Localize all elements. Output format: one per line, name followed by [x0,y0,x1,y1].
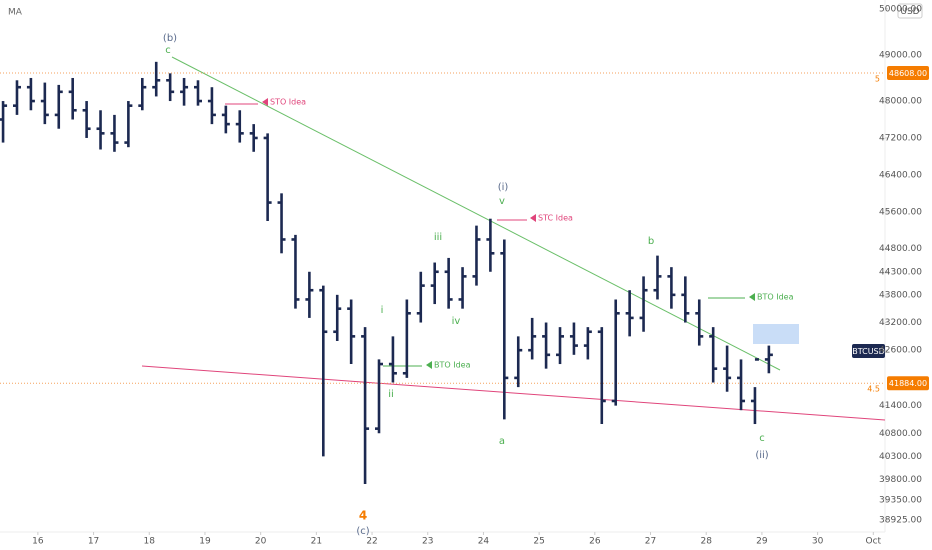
currency-box[interactable] [897,3,923,19]
annotation: a [499,436,505,447]
annotation: c [165,45,171,56]
x-tick-label: 24 [478,537,490,547]
annotation: b [648,236,654,247]
x-tick-label: 25 [533,537,544,547]
y-tick-label: 44300.00 [879,267,922,277]
y-tick-label: 44800.00 [879,244,922,254]
annotation: (c) [356,526,369,537]
x-tick-label: 18 [144,537,156,547]
trendline [141,365,886,421]
annotation: STO Idea [270,98,306,107]
x-tick-label: 22 [366,537,377,547]
annotation: v [499,196,505,207]
arrow [426,361,432,369]
y-tick-label: 50000.00 [879,4,922,14]
annotation: (b) [163,33,177,44]
annotation: ii [388,389,394,400]
annotation: STC Idea [538,214,573,223]
x-tick-label: 16 [32,537,44,547]
x-tick-label: 30 [812,537,824,547]
price-box [887,65,929,80]
x-tick-label: 19 [199,537,211,547]
y-tick-label: 38925.00 [879,515,922,525]
x-tick-label: 28 [700,537,712,547]
price-label: 41884.00 [889,379,927,388]
y-tick-label: 42600.00 [879,346,922,356]
y-tick-label: 43800.00 [879,290,922,300]
x-tick-label: 17 [88,537,99,547]
annotation: iv [452,316,461,327]
currency: USD [900,7,919,17]
y-tick-label: 40300.00 [879,452,922,462]
y-tick-label: 41400.00 [879,401,922,411]
symbol-label: BTCUSD [852,347,885,356]
x-tick-label: 29 [756,537,768,547]
y-tick-label: 49000.00 [879,50,922,60]
highlight-box [753,324,799,344]
y-tick-label: 43200.00 [879,318,922,328]
trendline [171,56,781,371]
annotation: iii [434,232,442,243]
annotation: (ii) [755,450,768,461]
x-tick-label: 23 [422,537,433,547]
annotation: (i) [498,182,509,193]
annotation: BTO Idea [434,361,471,370]
annotation: c [759,433,765,444]
arrow [262,98,268,106]
annotation: i [381,305,384,316]
price-box [887,376,929,391]
indicator-label: MA [8,8,23,18]
x-tick-label: 21 [311,537,322,547]
annotation: 4 [359,509,367,523]
price-label: 48608.00 [889,69,927,78]
y-tick-label: 47200.00 [879,133,922,143]
arrow [530,214,536,222]
level-label: 4.5 [867,385,880,394]
symbol-box [852,344,885,358]
level-label: 5 [875,74,880,83]
x-tick-label: Oct [866,537,882,547]
y-tick-label: 40800.00 [879,429,922,439]
y-tick-label: 46400.00 [879,170,922,180]
annotation: BTO Idea [757,293,794,302]
x-tick-label: 26 [589,537,601,547]
x-tick-label: 27 [645,537,656,547]
y-tick-label: 39800.00 [879,475,922,485]
arrow [749,293,755,301]
y-tick-label: 45600.00 [879,207,922,217]
y-tick-label: 48000.00 [879,97,922,107]
y-tick-label: 39350.00 [879,496,922,506]
x-tick-label: 20 [255,537,267,547]
